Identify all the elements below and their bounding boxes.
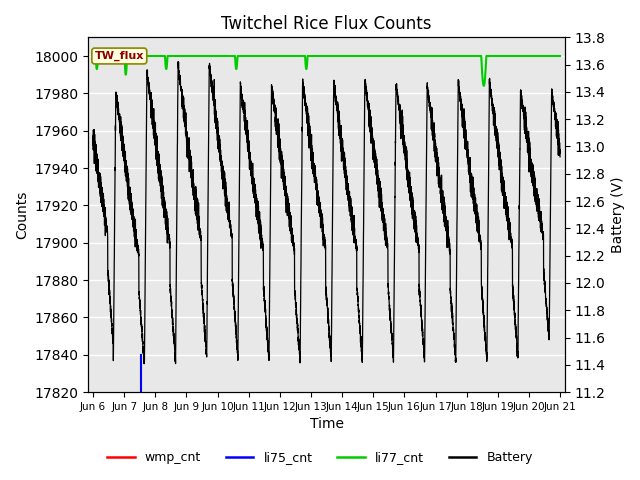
Y-axis label: Battery (V): Battery (V) [611,177,625,253]
Y-axis label: Counts: Counts [15,191,29,239]
Legend: wmp_cnt, li75_cnt, li77_cnt, Battery: wmp_cnt, li75_cnt, li77_cnt, Battery [102,446,538,469]
X-axis label: Time: Time [310,418,344,432]
Title: Twitchel Rice Flux Counts: Twitchel Rice Flux Counts [221,15,432,33]
Text: TW_flux: TW_flux [95,51,144,61]
